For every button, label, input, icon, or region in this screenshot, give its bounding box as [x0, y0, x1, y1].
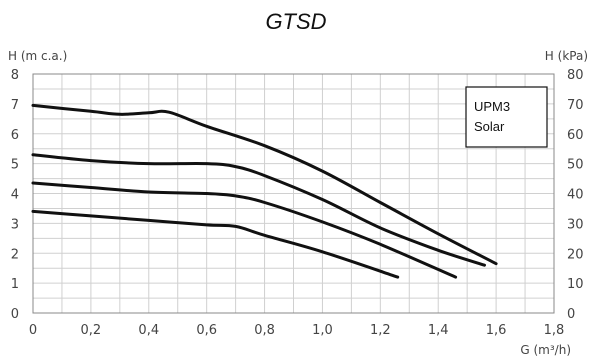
x-tick-label: 0,2: [81, 323, 102, 338]
series-line-3: [31, 181, 458, 279]
x-tick-label: 0,6: [196, 323, 217, 338]
x-axis-label: G (m³/h): [520, 343, 571, 357]
y-tick-label-left: 7: [11, 98, 19, 113]
y-tick-label-left: 8: [11, 68, 19, 83]
y-tick-label-left: 4: [11, 188, 19, 203]
y-axis-label-right: H (kPa): [545, 49, 588, 63]
legend-line-2: Solar: [474, 119, 505, 134]
series-line-1: [31, 103, 498, 266]
y-tick-label-left: 1: [11, 277, 19, 292]
x-tick-label: 1,2: [370, 323, 391, 338]
y-tick-label-right: 40: [567, 188, 584, 203]
y-tick-label-right: 10: [567, 277, 584, 292]
series-line-2: [31, 153, 486, 267]
legend-line-1: UPM3: [474, 99, 510, 114]
x-tick-label: 1,8: [544, 323, 565, 338]
y-tick-label-right: 0: [567, 307, 575, 322]
y-axis-label-left: H (m c.a.): [8, 49, 67, 63]
y-tick-label-right: 70: [567, 98, 584, 113]
x-tick-label: 0: [29, 323, 37, 338]
y-tick-label-left: 2: [11, 247, 19, 262]
y-tick-label-left: 3: [11, 217, 19, 232]
y-tick-label-right: 80: [567, 68, 584, 83]
pump-curves: [31, 103, 498, 279]
x-tick-label: 0,4: [138, 323, 159, 338]
x-tick-label: 1,6: [486, 323, 507, 338]
legend: UPM3 Solar: [465, 86, 548, 148]
plot-frame: [32, 73, 555, 314]
series-line-4: [31, 209, 400, 279]
y-tick-label-left: 6: [11, 128, 19, 143]
y-tick-label-right: 60: [567, 128, 584, 143]
y-tick-label-right: 30: [567, 217, 584, 232]
x-tick-label: 0,8: [254, 323, 275, 338]
y-tick-label-left: 0: [11, 307, 19, 322]
x-tick-label: 1,4: [428, 323, 449, 338]
legend-box: [465, 86, 548, 148]
tick-labels: 0 0,2 0,4 0,6 0,8 1,0 1,2 1,4 1,6 1,8012345678010…: [11, 68, 584, 338]
x-tick-label: 1,0: [312, 323, 333, 338]
y-tick-label-left: 5: [11, 158, 19, 173]
y-tick-label-right: 50: [567, 158, 584, 173]
chart-title: GTSD: [265, 9, 326, 34]
y-tick-label-right: 20: [567, 247, 584, 262]
